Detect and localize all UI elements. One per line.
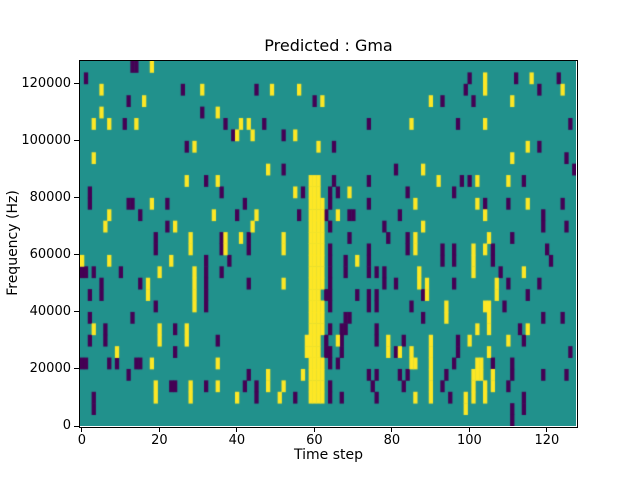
- plot-frame: [79, 60, 578, 428]
- y-tick-label: 120000: [21, 75, 71, 91]
- y-tick-label: 40000: [29, 303, 71, 319]
- y-tick-mark: [74, 368, 79, 370]
- x-tick-label: 20: [151, 433, 168, 448]
- x-tick-label: 80: [383, 433, 401, 448]
- y-tick-mark: [74, 83, 79, 85]
- x-tick-label: 60: [306, 433, 323, 448]
- y-axis-label: Frequency (Hz): [5, 190, 21, 296]
- x-tick-mark: [546, 428, 548, 432]
- x-tick-mark: [236, 428, 238, 432]
- x-tick-mark: [81, 428, 83, 432]
- y-tick-mark: [74, 254, 79, 256]
- x-tick-mark: [158, 428, 160, 432]
- x-tick-mark: [391, 428, 393, 432]
- x-tick-label: 40: [228, 433, 246, 448]
- y-tick-label: 100000: [21, 132, 71, 148]
- y-tick-mark: [74, 197, 79, 199]
- y-tick-label: 80000: [29, 189, 71, 205]
- x-tick-label: 0: [77, 433, 87, 448]
- x-tick-mark: [468, 428, 470, 432]
- y-tick-label: 60000: [29, 246, 71, 262]
- chart-title: Predicted : Gma: [264, 36, 393, 55]
- y-tick-label: 0: [62, 418, 71, 433]
- x-tick-label: 100: [457, 433, 482, 448]
- y-tick-mark: [74, 140, 79, 142]
- x-tick-mark: [313, 428, 315, 432]
- heatmap-canvas: [80, 61, 576, 426]
- x-tick-label: 120: [534, 433, 560, 448]
- y-tick-mark: [74, 425, 79, 427]
- x-axis-label: Time step: [294, 447, 363, 463]
- y-tick-mark: [74, 311, 79, 313]
- y-tick-label: 20000: [29, 360, 71, 376]
